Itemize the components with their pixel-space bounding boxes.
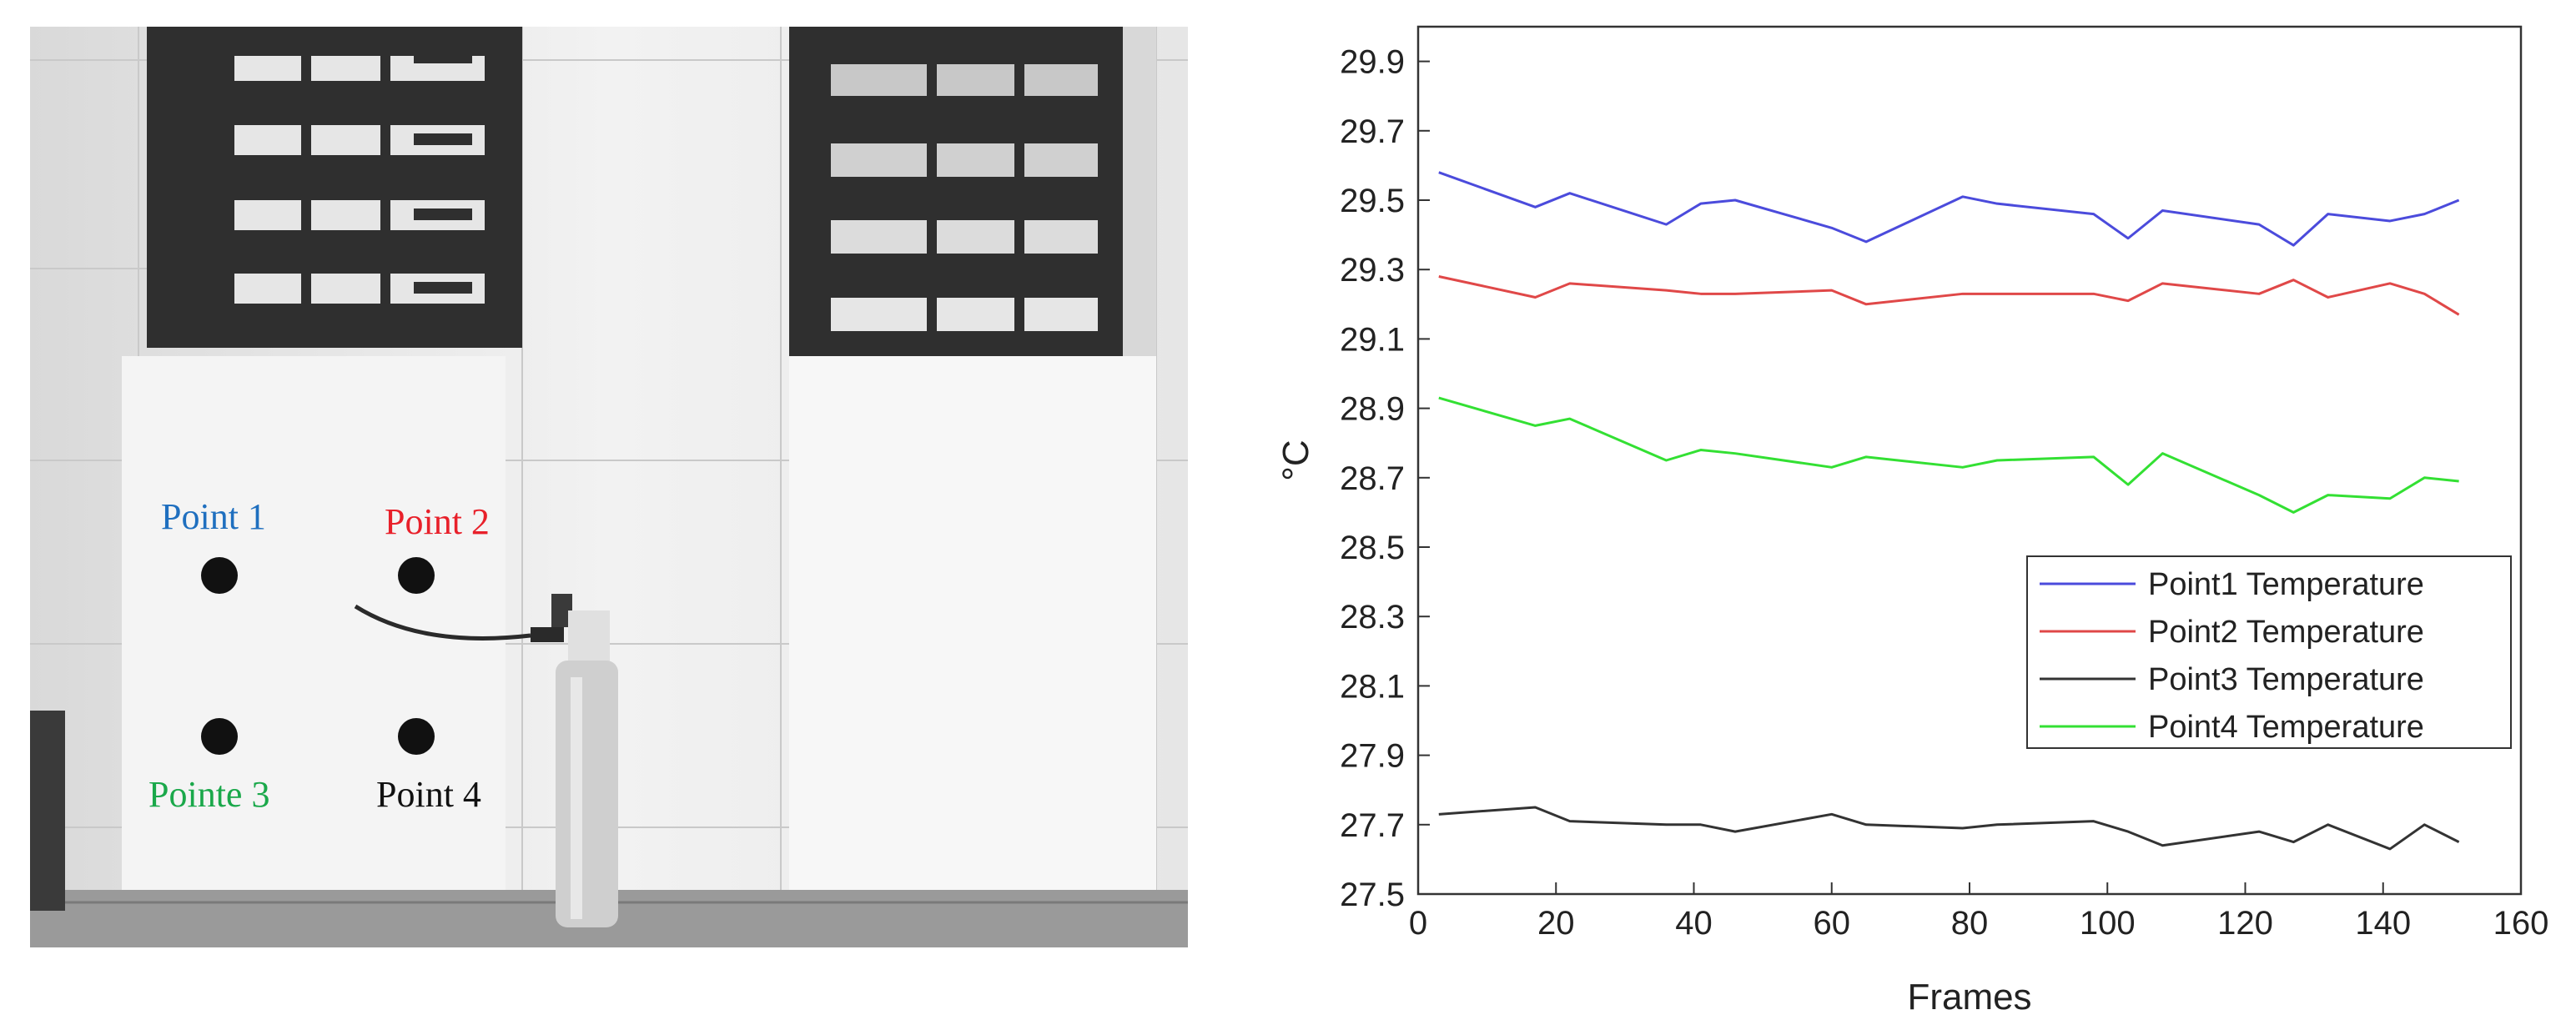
series-line-point3: [1438, 806, 2460, 851]
point-1-label: Point 1: [161, 496, 266, 537]
legend: Point1 Temperature Point2 Temperature Poin…: [2026, 555, 2512, 749]
gas-cylinder: [531, 594, 618, 927]
y-axis-label: °C: [1275, 440, 1316, 480]
temperature-chart: 0 20 40 60 80 100 120 140 160 27.5 27.7 27.9 28.1 28…: [1275, 25, 2549, 1017]
x-axis-label: Frames: [1907, 977, 2031, 1017]
x-tick-label: 60: [1814, 905, 1851, 942]
y-tick-label: 29.7: [1340, 113, 1405, 150]
y-tick-label: 28.3: [1340, 599, 1405, 636]
y-tick-label: 29.1: [1340, 321, 1405, 358]
y-tick-label: 29.3: [1340, 252, 1405, 289]
x-tick-label: 100: [2080, 905, 2136, 942]
legend-label: Point3 Temperature: [2148, 662, 2424, 697]
x-tick-label: 0: [1409, 905, 1427, 942]
y-tick-label: 29.9: [1340, 44, 1405, 81]
point-2-marker: [398, 557, 435, 594]
series-line-point4: [1438, 396, 2459, 514]
y-tick-label: 27.9: [1340, 738, 1405, 775]
x-tick-label: 120: [2217, 905, 2273, 942]
point-1-marker: [201, 557, 238, 594]
point-4-label: Point 4: [376, 774, 481, 815]
left-vent-grille: [147, 27, 522, 348]
point-2-label: Point 2: [385, 501, 490, 542]
y-tick-label: 28.9: [1340, 391, 1405, 428]
pipe: [30, 711, 65, 911]
x-tick-label: 80: [1951, 905, 1989, 942]
point-3-marker: [201, 718, 238, 755]
y-tick-label: 29.5: [1340, 183, 1405, 219]
legend-label: Point1 Temperature: [2148, 567, 2424, 602]
x-tick-label: 20: [1537, 905, 1575, 942]
legend-label: Point4 Temperature: [2148, 710, 2424, 745]
x-tick-label: 140: [2355, 905, 2411, 942]
series-line-point2: [1438, 275, 2460, 316]
plot-area: [1416, 25, 2523, 896]
y-tick-label: 28.1: [1340, 668, 1405, 705]
legend-label: Point2 Temperature: [2148, 615, 2424, 650]
wall-photo: Point 1 Point 2 Pointe 3 Point 4: [30, 27, 1188, 947]
x-tick-label: 40: [1675, 905, 1713, 942]
y-tick-label: 28.5: [1340, 530, 1405, 566]
x-tick-label: 160: [2493, 905, 2549, 942]
y-tick-label: 27.7: [1340, 807, 1405, 844]
point-3-label: Pointe 3: [148, 774, 269, 815]
hose: [354, 604, 531, 641]
point-4-marker: [398, 718, 435, 755]
lower-right-panel: [789, 356, 1156, 890]
lower-left-panel: [122, 356, 506, 890]
y-tick-label: 27.5: [1340, 877, 1405, 913]
y-tick-label: 28.7: [1340, 460, 1405, 497]
right-vent-grille: [789, 27, 1156, 377]
series-line-point1: [1438, 171, 2460, 247]
